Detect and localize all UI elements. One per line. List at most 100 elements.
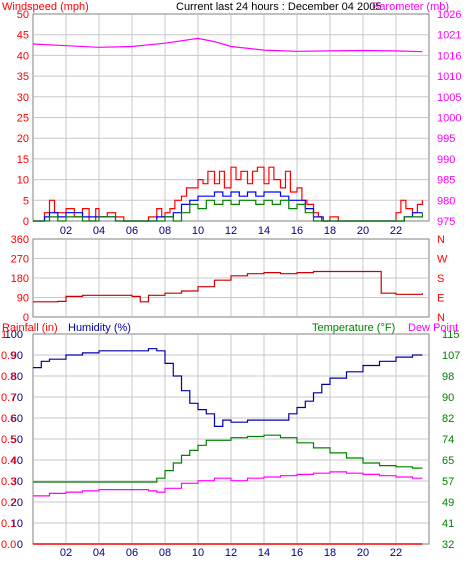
rainfall-tick: 0.5 [1, 434, 16, 446]
temp-hum-left-tick: 30 [11, 476, 23, 488]
wind-baro-right-tick: 1010 [437, 71, 461, 83]
temp-hum-right-tick: 32 [442, 539, 454, 551]
x-tick-label-top: 06 [126, 225, 138, 237]
rainfall-tick: 1 [1, 329, 7, 341]
x-tick-label-bottom: 18 [324, 547, 336, 559]
dewpoint-line [33, 471, 423, 497]
direction-right-tick: N [437, 234, 445, 246]
x-tick-label-bottom: 08 [159, 547, 171, 559]
humidity-line [33, 348, 423, 427]
x-tick-label-top: 10 [192, 225, 204, 237]
x-tick-label-bottom: 22 [390, 547, 402, 559]
x-tick-label-bottom: 20 [357, 547, 369, 559]
x-tick-label-bottom: 10 [192, 547, 204, 559]
wind-axis-title: Windspeed (mph) [2, 1, 89, 13]
direction-left-tick: 0 [23, 312, 29, 324]
barometer-axis-title: Barometer (mb) [372, 1, 449, 13]
wind-baro-right-tick: 1021 [437, 30, 461, 42]
barometer-line [32, 37, 423, 53]
temp-hum-left-tick: 20 [11, 497, 23, 509]
temp-hum-left-tick: 90 [11, 350, 23, 362]
wind-baro-left-tick: 45 [17, 30, 29, 42]
x-tick-label-bottom: 04 [93, 547, 105, 559]
rainfall-tick: 0.2 [1, 497, 16, 509]
temp-hum-right-tick: 115 [442, 329, 460, 341]
rainfall-tick: 0.3 [1, 476, 16, 488]
direction-right-tick: N [437, 312, 445, 324]
wind-baro-right-tick: 1026 [437, 9, 461, 21]
wind-baro-left-tick: 15 [17, 154, 29, 166]
temp-hum-left-tick: 80 [11, 371, 23, 383]
temp-hum-left-tick: 70 [11, 392, 23, 404]
direction-left-tick: 180 [11, 273, 29, 285]
series-layer [32, 37, 423, 545]
wind-baro-left-tick: 5 [23, 195, 29, 207]
dewpoint-axis-title: Dew Point [408, 322, 458, 334]
direction-right-tick: W [437, 254, 448, 266]
rainfall-tick: 0.6 [1, 413, 16, 425]
direction-left-tick: 270 [11, 254, 29, 266]
wind-baro-left-tick: 35 [17, 71, 29, 83]
temp-hum-left-tick: 50 [11, 434, 23, 446]
direction-right-tick: S [437, 273, 444, 285]
x-tick-label-top: 08 [159, 225, 171, 237]
x-tick-label-top: 04 [93, 225, 105, 237]
temp-hum-left-tick: 40 [11, 455, 23, 467]
chart-title: Current last 24 hours : December 04 2005 [176, 1, 381, 13]
temp-hum-right-tick: 41 [442, 518, 454, 530]
label-layer: 0202040406060808101012121414161618182020… [1, 9, 461, 559]
rainfall-tick: 0.0 [1, 539, 16, 551]
wind-low-line [33, 199, 423, 222]
wind-direction-line [33, 270, 423, 303]
x-tick-label-top: 18 [324, 225, 336, 237]
direction-left-tick: 90 [17, 293, 29, 305]
temp-hum-right-tick: 57 [442, 476, 454, 488]
rainfall-tick: 0.9 [1, 350, 16, 362]
temp-hum-left-tick: 60 [11, 413, 23, 425]
wind-baro-left-tick: 25 [17, 113, 29, 125]
wind-baro-right-tick: 1000 [437, 113, 461, 125]
grid-layer [34, 15, 428, 543]
wind-baro-right-tick: 995 [437, 133, 455, 145]
x-tick-label-top: 02 [60, 225, 72, 237]
wind-baro-left-tick: 50 [17, 9, 29, 21]
x-tick-label-top: 14 [258, 225, 270, 237]
rainfall-tick: 0.7 [1, 392, 16, 404]
temp-hum-right-tick: 107 [442, 350, 460, 362]
rainfall-tick: 0.8 [1, 371, 16, 383]
x-tick-label-top: 20 [357, 225, 369, 237]
wind-baro-left-tick: 40 [17, 50, 29, 62]
wind-baro-right-tick: 990 [437, 154, 455, 166]
temp-hum-right-tick: 74 [442, 434, 454, 446]
direction-right-tick: E [437, 293, 444, 305]
wind-baro-right-tick: 975 [437, 216, 455, 228]
wind-baro-left-tick: 10 [17, 175, 29, 187]
rainfall-axis-title: Rainfall (in) [2, 322, 58, 334]
temp-hum-right-tick: 49 [442, 497, 454, 509]
wind-baro-right-tick: 985 [437, 175, 455, 187]
x-tick-label-top: 22 [390, 225, 402, 237]
rainfall-tick: 0.1 [1, 518, 16, 530]
humidity-axis-title: Humidity (%) [68, 322, 131, 334]
wind-baro-right-tick: 1016 [437, 50, 461, 62]
direction-left-tick: 360 [11, 234, 29, 246]
temp-hum-left-tick: 10 [11, 518, 23, 530]
x-tick-label-bottom: 06 [126, 547, 138, 559]
x-tick-label-bottom: 02 [60, 547, 72, 559]
x-tick-label-bottom: 14 [258, 547, 270, 559]
temp-hum-left-tick: 100 [5, 329, 23, 341]
wind-baro-right-tick: 980 [437, 195, 455, 207]
rainfall-tick: 0.4 [1, 455, 16, 467]
temp-hum-right-tick: 98 [442, 371, 454, 383]
wind-baro-left-tick: 30 [17, 92, 29, 104]
temperature-axis-title: Temperature (°F) [312, 322, 395, 334]
wind-baro-left-tick: 20 [17, 133, 29, 145]
temp-hum-right-tick: 65 [442, 455, 454, 467]
temperature-line [33, 434, 423, 483]
temp-hum-left-tick: 0 [17, 539, 23, 551]
wind-baro-left-tick: 0 [23, 216, 29, 228]
wind-baro-right-tick: 1005 [437, 92, 461, 104]
x-tick-label-bottom: 12 [225, 547, 237, 559]
